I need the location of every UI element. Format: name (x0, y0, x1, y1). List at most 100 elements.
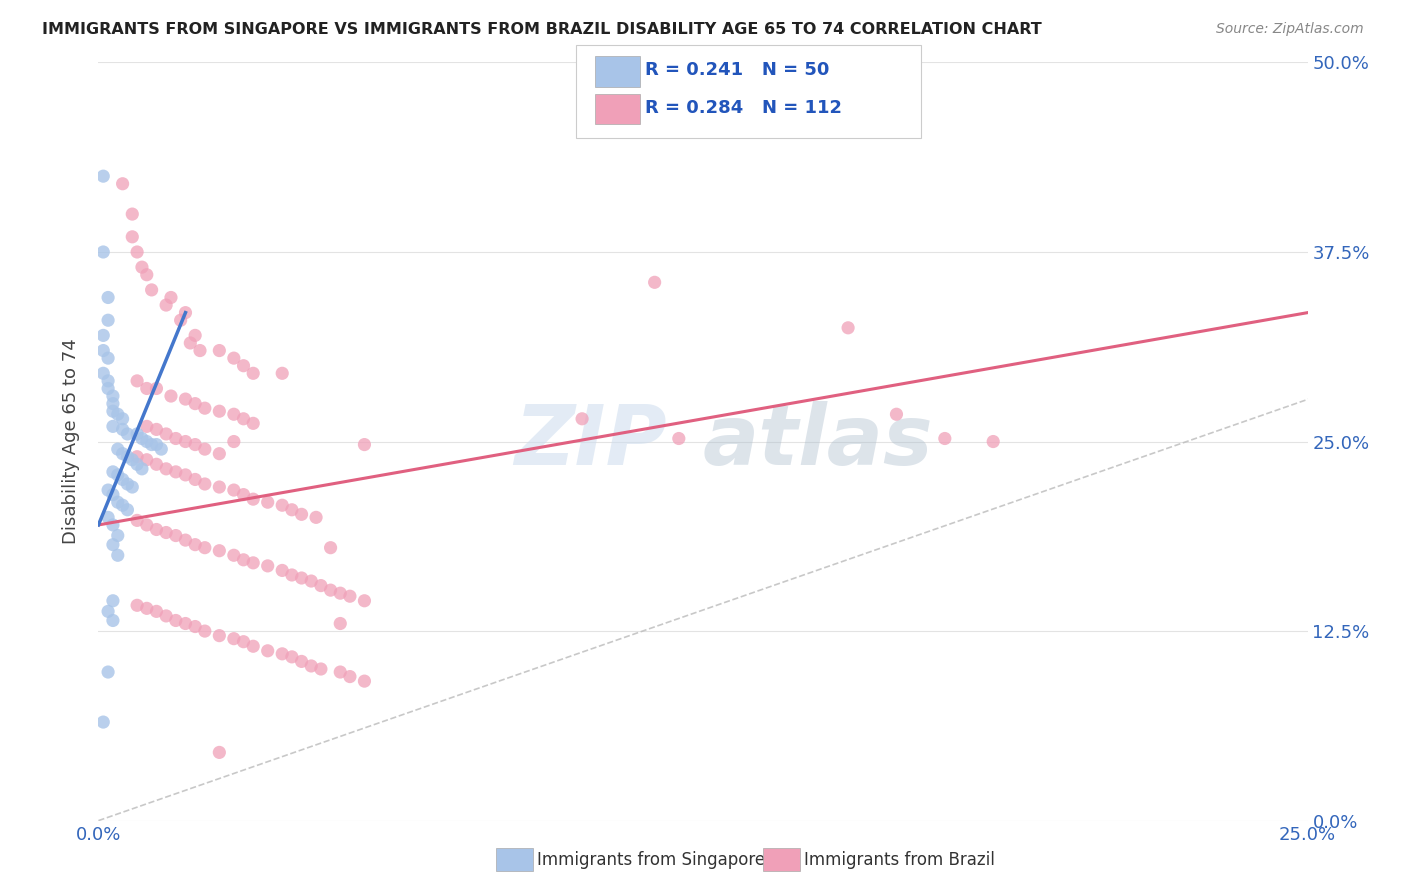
Point (194, 541, 217, 555)
Point (127, 599, 149, 613)
Point (222, 632, 245, 646)
Point (222, 548, 245, 563)
Point (160, 291, 183, 305)
Point (174, 434, 197, 449)
Point (194, 477, 217, 491)
Point (256, 495, 278, 509)
Point (353, 674, 375, 689)
Point (208, 629, 231, 643)
Point (179, 335, 201, 350)
Point (101, 419, 124, 434)
Point (121, 480, 143, 494)
Point (101, 389, 124, 403)
Point (107, 407, 129, 421)
Point (339, 589, 361, 603)
Point (91, 169, 114, 184)
Point (208, 343, 231, 358)
Point (353, 437, 375, 451)
Point (145, 604, 167, 618)
Point (91, 244, 114, 259)
Point (155, 427, 177, 442)
Point (155, 525, 177, 540)
Point (232, 553, 254, 567)
Point (232, 487, 254, 501)
Point (111, 422, 134, 436)
Text: R = 0.241   N = 50: R = 0.241 N = 50 (645, 62, 830, 79)
Point (135, 382, 157, 396)
Point (222, 483, 245, 497)
Point (97, 374, 120, 388)
Point (111, 447, 134, 461)
Point (165, 528, 187, 542)
Point (111, 498, 134, 512)
Point (242, 639, 264, 653)
Point (101, 538, 124, 552)
Point (135, 601, 157, 615)
Point (97, 510, 120, 524)
Text: IMMIGRANTS FROM SINGAPORE VS IMMIGRANTS FROM BRAZIL DISABILITY AGE 65 TO 74 CORR: IMMIGRANTS FROM SINGAPORE VS IMMIGRANTS … (42, 22, 1042, 37)
Point (165, 432, 187, 446)
Point (232, 412, 254, 426)
Point (121, 452, 143, 467)
Point (97, 291, 120, 305)
Point (131, 462, 153, 476)
Point (101, 517, 124, 532)
Point (91, 366, 114, 380)
Point (353, 594, 375, 608)
Point (281, 649, 304, 664)
Point (155, 462, 177, 476)
Point (208, 746, 231, 760)
Point (101, 487, 124, 501)
Point (107, 442, 129, 457)
Point (165, 465, 187, 479)
Point (309, 579, 332, 593)
Point (127, 458, 149, 472)
Point (222, 407, 245, 421)
Point (127, 244, 149, 259)
Point (174, 533, 197, 548)
Point (150, 442, 173, 457)
Point (329, 586, 352, 600)
Point (232, 634, 254, 648)
Point (208, 543, 231, 558)
Point (131, 432, 153, 446)
Point (281, 503, 304, 517)
Point (111, 177, 134, 191)
Point (155, 298, 177, 312)
Text: atlas: atlas (703, 401, 934, 482)
Point (101, 465, 124, 479)
Point (131, 260, 153, 275)
Point (101, 404, 124, 418)
Point (299, 574, 322, 588)
Point (242, 492, 264, 507)
Point (135, 517, 157, 532)
Point (208, 447, 231, 461)
Point (101, 594, 124, 608)
Point (121, 229, 143, 244)
Point (117, 503, 139, 517)
Point (281, 568, 304, 582)
Point (194, 401, 217, 416)
Text: Immigrants from Brazil: Immigrants from Brazil (804, 851, 995, 869)
Point (145, 458, 167, 472)
Point (97, 351, 120, 366)
Point (194, 442, 217, 457)
Point (91, 343, 114, 358)
Point (299, 659, 322, 673)
Point (271, 647, 294, 661)
Point (184, 538, 207, 552)
Point (135, 419, 157, 434)
Point (160, 389, 183, 403)
Point (242, 556, 264, 570)
Point (107, 467, 129, 482)
Point (97, 313, 120, 327)
Point (309, 662, 332, 676)
Point (290, 508, 312, 522)
Point (668, 432, 690, 446)
Point (107, 528, 129, 542)
Point (174, 467, 197, 482)
Point (97, 665, 120, 679)
Point (174, 392, 197, 406)
Point (117, 450, 139, 464)
Point (271, 366, 294, 380)
